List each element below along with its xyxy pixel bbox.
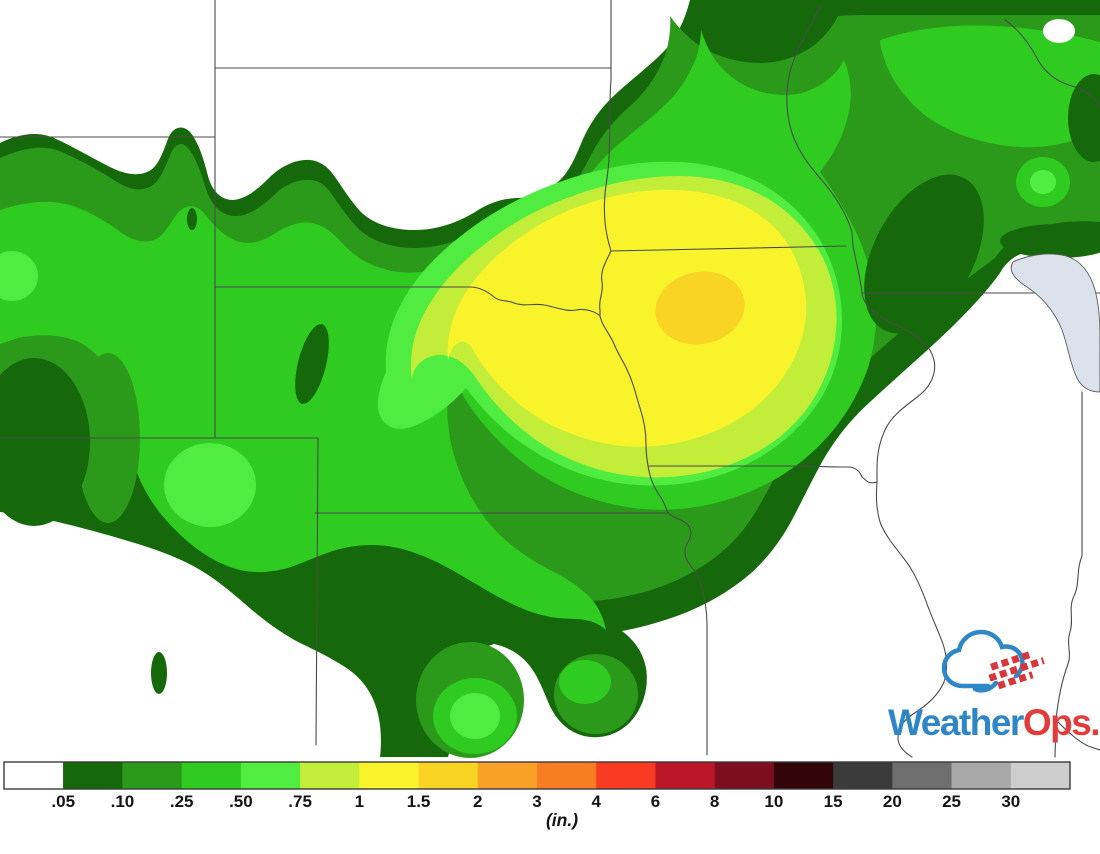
border-illinois-indiana — [1054, 391, 1083, 758]
colorbar-cell — [714, 762, 775, 789]
colorbar-cell — [1010, 762, 1071, 789]
cloud-icon — [941, 629, 1025, 693]
dark-sliver-center — [295, 324, 329, 404]
contour-050-west-spot — [0, 251, 38, 301]
contour-050-lake-spot — [1030, 170, 1056, 194]
colorbar-cell — [773, 762, 834, 789]
logo-text-ops: Ops. — [1023, 702, 1099, 743]
lake-michigan — [1010, 253, 1100, 393]
border-ohio-river — [1055, 719, 1100, 751]
colorbar-tick-label: 8 — [710, 792, 719, 811]
colorbar-cell — [537, 762, 597, 789]
contour-050-kansas-spot — [164, 443, 256, 527]
colorbar-cells — [3, 761, 1071, 790]
colorbar-tick-label: 10 — [764, 792, 783, 811]
colorbar-tick-label: .25 — [170, 792, 194, 811]
colorbar-cell — [833, 762, 893, 789]
colorbar-tick-label: 25 — [942, 792, 961, 811]
colorbar-legend: .05 .10 .25 .50 .75 1 1.5 2 3 4 6 8 10 15 20 25 30 (in.) — [3, 761, 1071, 830]
border-wisconsin-michigan — [1004, 19, 1100, 109]
colorbar-cell — [951, 762, 1012, 789]
border-iowa-missouri — [647, 465, 878, 484]
colorbar-cell — [240, 762, 301, 789]
white-notch-northeast — [1043, 19, 1075, 43]
colorbar-tick-label: .75 — [288, 792, 312, 811]
logo-text: WeatherOps. — [888, 702, 1099, 743]
contour-005-island — [151, 652, 167, 694]
state-borders — [0, 0, 1100, 758]
colorbar-tick-label: 30 — [1001, 792, 1020, 811]
colorbar-cell — [300, 762, 360, 789]
colorbar-tick-label: 3 — [532, 792, 541, 811]
border-mississippi-river — [786, 5, 948, 758]
colorbar-tick-label: .50 — [229, 792, 253, 811]
contour-050-south-spot — [450, 693, 500, 739]
contour-025-northeast — [880, 25, 1100, 148]
colorbar-tick-label: .10 — [111, 792, 135, 811]
colorbar-tick-label: 1.5 — [407, 792, 431, 811]
colorbar-cell — [477, 762, 538, 789]
colorbar-tick-label: 6 — [651, 792, 660, 811]
contour-025-lobe-blob — [559, 660, 611, 704]
contour-005-dot — [724, 7, 732, 15]
colorbar-cell — [3, 761, 65, 790]
colorbar-tick-label: 4 — [591, 792, 601, 811]
hatch-arrow-icon — [988, 651, 1045, 690]
weatherops-logo: WeatherOps. — [888, 629, 1100, 743]
border-minnesota-iowa — [610, 245, 847, 252]
colorbar-cell — [418, 762, 479, 789]
border-missouri-river — [599, 250, 708, 756]
dark-pocket-west — [0, 358, 90, 526]
border-southdakota-minnesota — [603, 0, 612, 252]
colorbar-unit-label: (in.) — [546, 810, 578, 830]
colorbar-tick-label: 20 — [883, 792, 902, 811]
colorbar-tick-label: .05 — [51, 792, 75, 811]
logo-text-weather: Weather — [888, 702, 1024, 743]
border-nebraska-kansas — [214, 286, 601, 317]
colorbar-tick-label: 15 — [824, 792, 843, 811]
colorbar-cell — [892, 762, 952, 789]
dark-sliver-small — [187, 208, 197, 230]
colorbar-cell — [63, 762, 123, 789]
colorbar-tick-labels: .05 .10 .25 .50 .75 1 1.5 2 3 4 6 8 10 15 20 25 30 — [51, 792, 1020, 811]
precip-contours — [0, 0, 1100, 758]
colorbar-cell — [181, 762, 242, 789]
dark-band-lake-top — [1000, 224, 1100, 258]
border-oklahoma-panhandle-east — [315, 437, 319, 746]
colorbar-cell — [596, 762, 656, 789]
colorbar-tick-label: 2 — [473, 792, 482, 811]
colorbar-cell — [122, 762, 183, 789]
colorbar-cell — [655, 762, 716, 789]
dark-wedge-northeast — [864, 174, 984, 334]
contour-150-gold-spot — [655, 271, 745, 345]
contour-100 — [447, 189, 807, 447]
colorbar-border — [3, 761, 1071, 790]
colorbar-cell — [359, 762, 419, 789]
colorbar-tick-label: 1 — [355, 792, 364, 811]
